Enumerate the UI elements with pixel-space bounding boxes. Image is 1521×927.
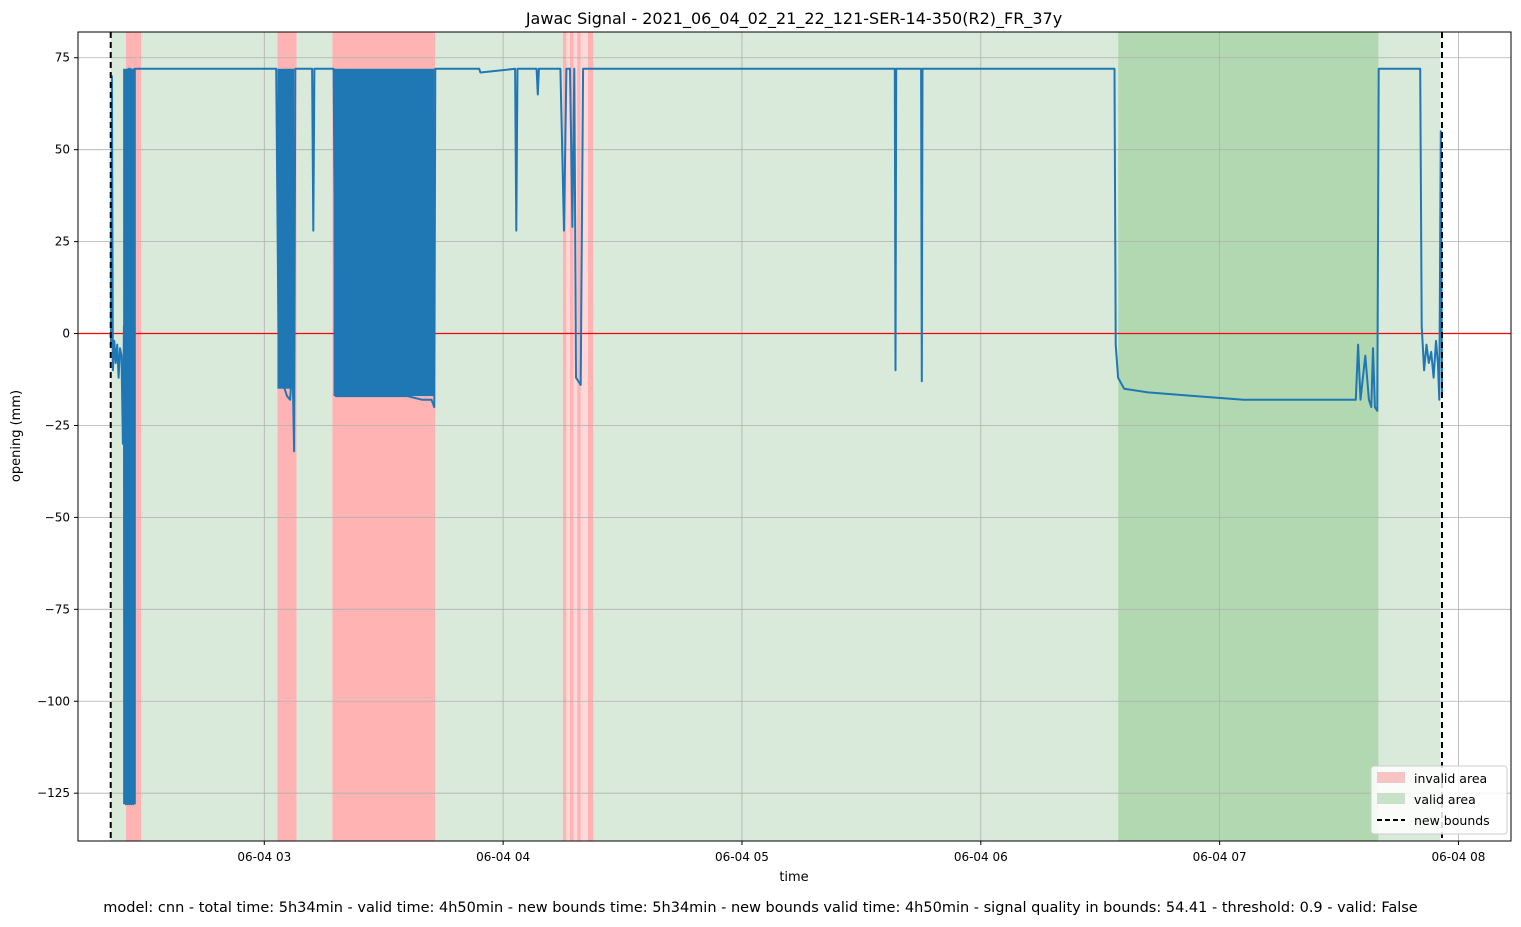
invalid-area-8	[566, 32, 570, 841]
invalid-area-12	[580, 32, 588, 841]
y-tick-label-3: 0	[62, 327, 70, 341]
y-tick-label-7: −100	[37, 694, 70, 708]
legend: invalid area valid area new bounds	[1370, 765, 1508, 835]
legend-swatch-0	[1377, 772, 1405, 783]
signal-band-2	[333, 68, 435, 397]
y-tick-label-4: −25	[45, 418, 70, 432]
y-tick-label-8: −125	[37, 786, 70, 800]
area-layer	[110, 32, 1441, 841]
x-tick-label-1: 06-04 04	[476, 850, 530, 864]
legend-swatch-1	[1377, 793, 1405, 804]
plot-frame	[77, 31, 1512, 842]
y-tick-label-0: 75	[55, 51, 70, 65]
x-axis-label: time	[779, 870, 808, 885]
legend-label-1: valid area	[1414, 792, 1476, 807]
y-tick-label-6: −75	[45, 602, 70, 616]
x-tick-label-0: 06-04 03	[237, 850, 291, 864]
series-layer	[110, 67, 1443, 806]
valid-area-2	[141, 32, 278, 841]
x-axis-ticks: 06-04 03 06-04 04 06-04 05 06-04 06 06-04 07…	[237, 841, 1485, 864]
signal-line-0	[110, 67, 1443, 806]
signal-band-1	[277, 68, 295, 389]
valid-area-0	[110, 32, 126, 841]
legend-label-0: invalid area	[1414, 771, 1487, 786]
y-tick-label-5: −50	[45, 510, 70, 524]
valid-area-15	[1118, 32, 1379, 841]
invalid-area-7	[562, 32, 567, 841]
bounds-layer	[109, 32, 1443, 841]
y-axis-label: opening (mm)	[9, 390, 24, 482]
x-tick-label-5: 06-04 08	[1431, 850, 1485, 864]
invalid-area-13	[587, 32, 594, 841]
valid-area-14	[593, 32, 1119, 841]
valid-area-6	[435, 32, 563, 841]
chart-title: Jawac Signal - 2021_06_04_02_21_22_121-S…	[525, 9, 1062, 29]
y-tick-label-2: 25	[55, 235, 70, 249]
x-tick-label-4: 06-04 07	[1193, 850, 1247, 864]
valid-area-16	[1378, 32, 1441, 841]
legend-label-2: new bounds	[1414, 813, 1490, 828]
x-tick-label-2: 06-04 05	[715, 850, 769, 864]
y-axis-ticks: 75 50 25 0 −25 −50 −75 −100 −125	[37, 51, 78, 800]
invalid-area-9	[569, 32, 574, 841]
invalid-area-11	[577, 32, 581, 841]
footer-summary: model: cnn - total time: 5h34min - valid…	[103, 900, 1418, 916]
x-tick-label-3: 06-04 06	[954, 850, 1008, 864]
y-tick-label-1: 50	[55, 143, 70, 157]
invalid-area-10	[573, 32, 578, 841]
